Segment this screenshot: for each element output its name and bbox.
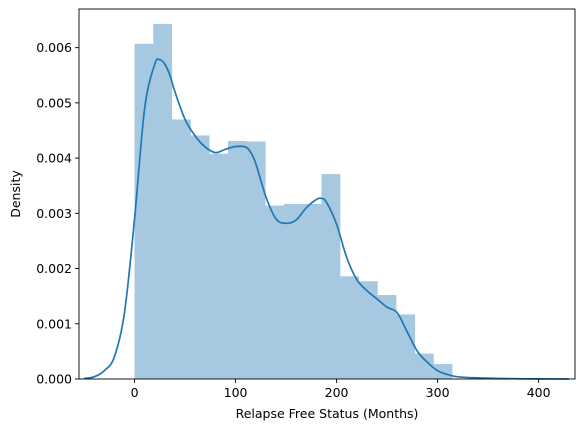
x-tick-label: 200: [325, 385, 349, 400]
y-tick-label: 0.002: [36, 261, 72, 276]
histogram-bar: [171, 119, 191, 380]
histogram-bar: [377, 295, 397, 379]
x-tick-label: 400: [527, 385, 551, 400]
y-tick-label: 0.001: [36, 316, 72, 331]
x-tick-label: 300: [426, 385, 450, 400]
histogram-bar: [284, 203, 303, 379]
histogram-bar: [228, 140, 247, 379]
histogram-bar: [396, 314, 416, 379]
histogram-bars: [134, 23, 453, 380]
y-tick-label: 0.006: [36, 40, 72, 55]
histogram-bar: [190, 135, 210, 379]
histogram-bar: [433, 364, 453, 379]
histogram-bar: [246, 141, 266, 379]
plot-frame: [78, 8, 576, 380]
y-tick-label: 0.003: [36, 206, 72, 221]
histogram-bar: [134, 43, 154, 379]
y-tick-label: 0.004: [36, 151, 72, 166]
histogram-bar: [414, 353, 434, 379]
histogram-bar: [265, 205, 285, 379]
y-axis-label: Density: [8, 170, 23, 218]
x-axis-label: Relapse Free Status (Months): [236, 406, 419, 421]
y-axis-ticks: 0.000 0.001 0.002 0.003 0.004 0.005 0.006: [36, 40, 79, 387]
histogram-bar: [340, 276, 360, 379]
x-tick-label: 0: [131, 385, 139, 400]
x-tick-label: 100: [224, 385, 248, 400]
histogram-bar: [153, 23, 173, 379]
histogram-bar: [209, 153, 229, 379]
x-axis-ticks: 0 100 200 300 400: [131, 379, 551, 400]
histogram-bar: [321, 174, 341, 379]
histogram-bar: [358, 281, 378, 379]
histogram-bar: [302, 203, 322, 379]
y-tick-label: 0.005: [36, 95, 72, 110]
y-tick-label: 0.000: [36, 372, 72, 387]
kde-curve: [83, 58, 569, 380]
